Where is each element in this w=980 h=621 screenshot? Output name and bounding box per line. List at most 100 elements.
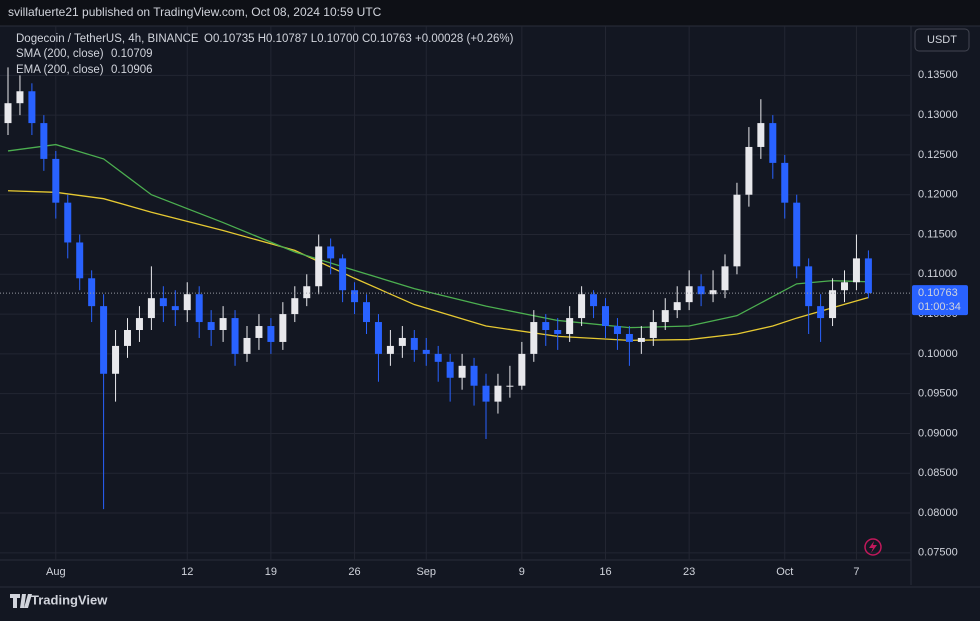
candle-body: [542, 322, 550, 331]
candle-body: [147, 298, 155, 319]
last-price-tag: [912, 285, 968, 316]
candle-body: [625, 333, 633, 342]
candle-body: [566, 318, 574, 334]
candle-body: [482, 385, 490, 402]
candle-body: [339, 258, 347, 291]
candle-body: [852, 258, 860, 283]
candle-body: [159, 298, 167, 307]
candle-body: [351, 290, 359, 303]
candle-body: [554, 330, 562, 334]
candle-body: [112, 345, 120, 374]
y-tick-label: 0.07500: [918, 547, 958, 559]
published-note: svillafuerte21 published on TradingView.…: [8, 5, 382, 19]
candle-body: [398, 337, 406, 346]
candle-body: [76, 242, 84, 279]
candle-body: [757, 123, 765, 147]
candle-body: [446, 361, 454, 378]
candle-body: [16, 91, 24, 104]
symbol-title: Dogecoin / TetherUS, 4h, BINANCE: [16, 33, 199, 45]
candle-body: [219, 318, 227, 331]
x-tick-label: Oct: [776, 566, 793, 578]
x-tick-label: 12: [181, 566, 193, 578]
indicator-line: [7, 143, 869, 329]
candle-body: [697, 286, 705, 295]
y-tick-label: 0.12000: [918, 189, 958, 201]
candle-body: [100, 306, 108, 374]
candle-body: [829, 290, 837, 319]
candle-body: [709, 290, 717, 295]
candle-body: [661, 310, 669, 323]
candle-body: [327, 246, 335, 259]
ema-legend: EMA (200, close): [16, 64, 104, 76]
sma-legend: SMA (200, close): [16, 48, 104, 60]
currency[interactable]: USDT: [927, 34, 957, 46]
candle-body: [363, 302, 370, 323]
candle-body: [124, 330, 131, 346]
candle-body: [315, 246, 323, 287]
y-tick-label: 0.13000: [918, 109, 958, 121]
y-tick-label: 0.09500: [918, 388, 958, 400]
candle-body: [841, 282, 848, 291]
plot: [0, 67, 910, 510]
axes: 0.07500 0.08000 0.08500 0.09000 0.09500 0.100…: [46, 69, 968, 578]
currency-box[interactable]: [914, 28, 970, 52]
candle-body: [458, 365, 466, 378]
x-tick-label: 7: [853, 566, 859, 578]
candle-body: [267, 326, 275, 342]
x-tick-label: 9: [519, 566, 525, 578]
candle-body: [40, 123, 48, 159]
y-tick-label: 0.08000: [918, 507, 958, 519]
candle-body: [183, 294, 191, 311]
x-tick-label: Sep: [416, 566, 436, 578]
sma-value: 0.10709: [111, 48, 153, 60]
candle-body: [52, 158, 60, 203]
candle-body: [135, 318, 143, 331]
x-tick-label: 26: [348, 566, 360, 578]
candle-body: [171, 306, 179, 311]
candle-body: [470, 365, 478, 386]
candle-body: [4, 103, 12, 124]
candle-body: [745, 146, 753, 195]
candle-body: [231, 318, 239, 354]
footer-brand: TradingView: [31, 592, 108, 607]
candle-body: [64, 202, 72, 243]
alert-icon[interactable]: [864, 538, 882, 556]
countdown: 01:00:34: [918, 301, 961, 313]
alert-bolt: [869, 541, 877, 553]
candle-body: [506, 385, 514, 387]
candle-body: [602, 306, 609, 327]
candle-body: [649, 322, 657, 338]
candle-body: [386, 345, 394, 354]
candle-body: [817, 306, 825, 319]
candle-body: [805, 266, 813, 307]
candle-body: [781, 162, 789, 203]
candle-body: [864, 258, 872, 294]
x-tick-label: 23: [683, 566, 695, 578]
candle-body: [303, 286, 311, 299]
tv-logo: [10, 594, 32, 608]
candle-body: [88, 278, 96, 307]
candle-body: [422, 349, 430, 354]
last-price-label: 0.10763: [918, 287, 958, 299]
candle-body: [793, 202, 801, 267]
candle-body: [769, 123, 777, 163]
candle-body: [637, 337, 645, 342]
candle-body: [685, 286, 693, 303]
indicator-line: [7, 190, 869, 342]
candle-body: [590, 294, 598, 307]
candle-body: [494, 385, 502, 402]
x-tick-label: Aug: [46, 566, 66, 578]
candle-body: [374, 322, 382, 354]
candle-body: [291, 298, 299, 315]
x-tick-label: 19: [265, 566, 277, 578]
y-tick-label: 0.11000: [918, 268, 957, 280]
top-bar: [0, 0, 980, 26]
candle-body: [255, 326, 263, 338]
candle-body: [434, 353, 442, 362]
y-tick-label: 0.13500: [918, 69, 958, 81]
candle-body: [207, 322, 215, 331]
candle-body: [279, 314, 287, 342]
y-tick-label: 0.09000: [918, 427, 958, 439]
candle-body: [530, 322, 538, 354]
